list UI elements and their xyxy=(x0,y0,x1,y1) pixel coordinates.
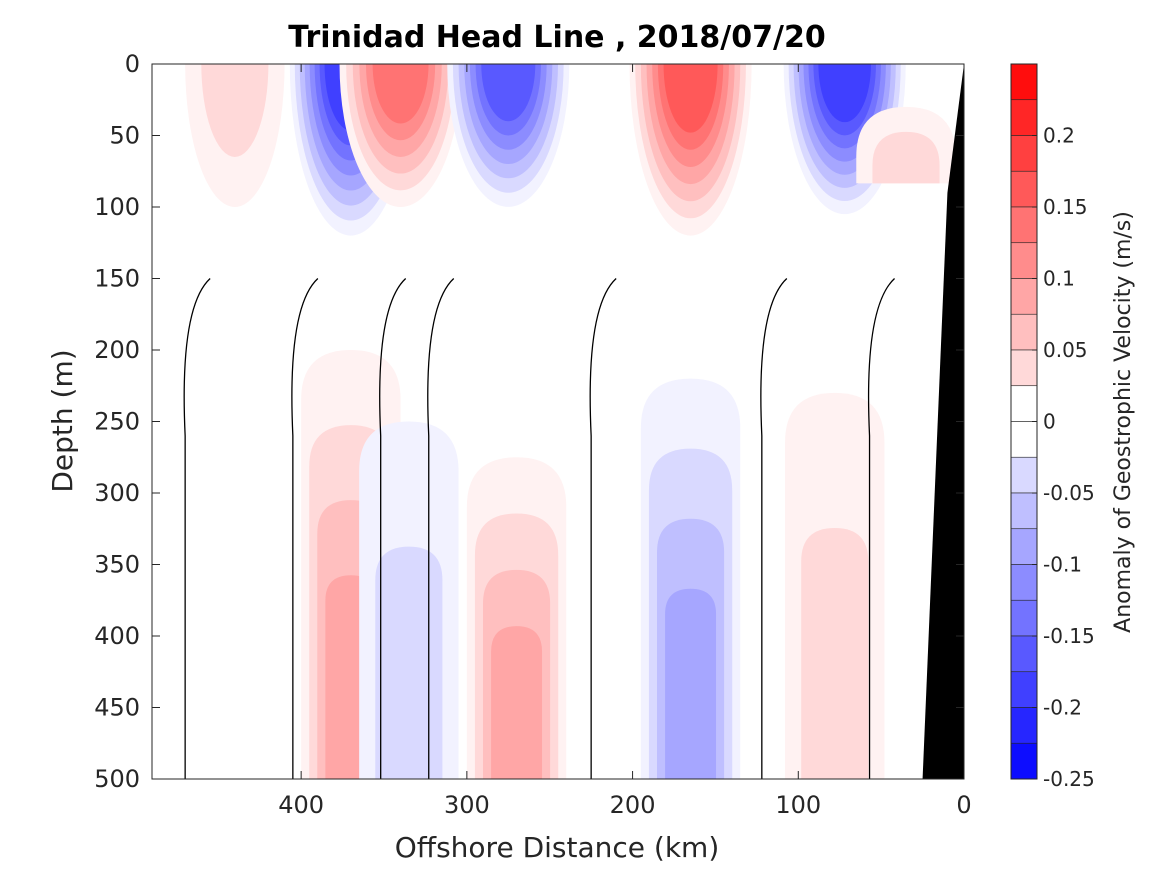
y-tick-label: 350 xyxy=(94,551,140,579)
contour-band xyxy=(872,131,940,184)
velocity-core-12 xyxy=(785,392,885,779)
colorbar-segment xyxy=(1010,635,1038,673)
colorbar-segment xyxy=(1010,456,1038,494)
colorbar-tick-label: -0.1 xyxy=(1043,553,1082,577)
y-tick-label: 400 xyxy=(94,622,140,650)
velocity-core-9 xyxy=(359,421,459,779)
y-tick-label: 300 xyxy=(94,479,140,507)
chart-title: Trinidad Head Line , 2018/07/20 xyxy=(288,20,825,55)
colorbar-segment xyxy=(1010,99,1038,136)
velocity-core-2 xyxy=(339,64,462,208)
colorbar-tick-label: 0.05 xyxy=(1043,338,1088,362)
zero-contour-6 xyxy=(760,278,788,779)
colorbar-segment xyxy=(1010,242,1038,279)
x-axis-label: Offshore Distance (km) xyxy=(395,831,720,864)
colorbar-tick-label: -0.2 xyxy=(1043,696,1082,720)
zero-contour-2 xyxy=(291,278,319,779)
contour-band xyxy=(481,64,536,122)
y-tick-label: 0 xyxy=(125,50,140,78)
zero-contour-7 xyxy=(867,278,895,779)
y-axis-label: Depth (m) xyxy=(46,349,79,492)
contour-band xyxy=(201,64,269,157)
x-tick-label: 100 xyxy=(775,791,821,819)
zero-contour-lines xyxy=(183,278,895,779)
colorbar-segment xyxy=(1010,742,1038,780)
y-tick-label: 450 xyxy=(94,694,140,722)
colorbar-segment xyxy=(1010,170,1038,208)
colorbar-tick-label: -0.25 xyxy=(1043,767,1095,791)
colorbar-tick-label: 0.1 xyxy=(1043,267,1075,291)
colorbar-tick-label: 0.15 xyxy=(1043,195,1088,219)
zero-contour-3 xyxy=(379,278,407,779)
colorbar-tick-label: -0.05 xyxy=(1043,481,1095,505)
zero-contour-5 xyxy=(589,278,617,779)
contour-band xyxy=(372,64,429,124)
velocity-core-6 xyxy=(185,64,285,207)
zero-contour-4 xyxy=(427,278,455,779)
x-tick-label: 0 xyxy=(956,791,971,819)
colorbar-segment xyxy=(1010,349,1038,387)
y-tick-label: 100 xyxy=(94,193,140,221)
colorbar-tick-label: 0.2 xyxy=(1043,124,1075,148)
y-tick-label: 50 xyxy=(109,122,140,150)
velocity-core-7 xyxy=(856,106,956,184)
x-tick-label: 300 xyxy=(444,791,490,819)
colorbar-segment xyxy=(1010,707,1038,744)
y-tick-label: 200 xyxy=(94,336,140,364)
contour-band xyxy=(665,588,717,779)
colorbar: 0.2 0.15 0.1 0.05 0 -0.05 -0.1 -0.15 -0.2 -0.25 xyxy=(1010,63,1095,791)
colorbar-tick-label: 0 xyxy=(1043,410,1056,434)
colorbar-label: Anomaly of Geostrophic Velocity (m/s) xyxy=(1111,211,1136,633)
y-tick-label: 500 xyxy=(94,765,140,793)
x-axis: 400 300 200 100 0 xyxy=(278,64,972,819)
y-axis: 0 50 100 150 200 250 300 350 400 450 500 xyxy=(94,50,964,793)
bathymetry xyxy=(922,64,964,779)
colorbar-segment xyxy=(1010,385,1038,422)
contour-band xyxy=(801,528,869,779)
colorbar-segment xyxy=(1010,313,1038,351)
contour-band xyxy=(491,626,543,779)
colorbar-tick-label: -0.15 xyxy=(1043,624,1095,648)
contour-band xyxy=(663,64,718,133)
velocity-core-10 xyxy=(466,457,567,779)
y-tick-label: 250 xyxy=(94,408,140,436)
velocity-field xyxy=(185,64,956,779)
colorbar-segment xyxy=(1010,63,1038,101)
colorbar-segment xyxy=(1010,671,1038,708)
colorbar-segment xyxy=(1010,528,1038,565)
contour-band xyxy=(818,64,872,123)
velocity-core-4 xyxy=(629,64,752,236)
colorbar-segment xyxy=(1010,206,1038,244)
contour-band xyxy=(375,546,443,779)
velocity-core-3 xyxy=(447,64,570,207)
colorbar-segment xyxy=(1010,278,1038,315)
x-tick-label: 200 xyxy=(610,791,656,819)
colorbar-segment xyxy=(1010,599,1038,637)
colorbar-segment xyxy=(1010,135,1038,172)
x-tick-label: 400 xyxy=(278,791,324,819)
velocity-core-11 xyxy=(640,378,741,779)
colorbar-segment xyxy=(1010,564,1038,601)
colorbar-segment xyxy=(1010,421,1038,458)
zero-contour-1 xyxy=(183,278,211,779)
y-tick-label: 150 xyxy=(94,265,140,293)
colorbar-segment xyxy=(1010,492,1038,530)
